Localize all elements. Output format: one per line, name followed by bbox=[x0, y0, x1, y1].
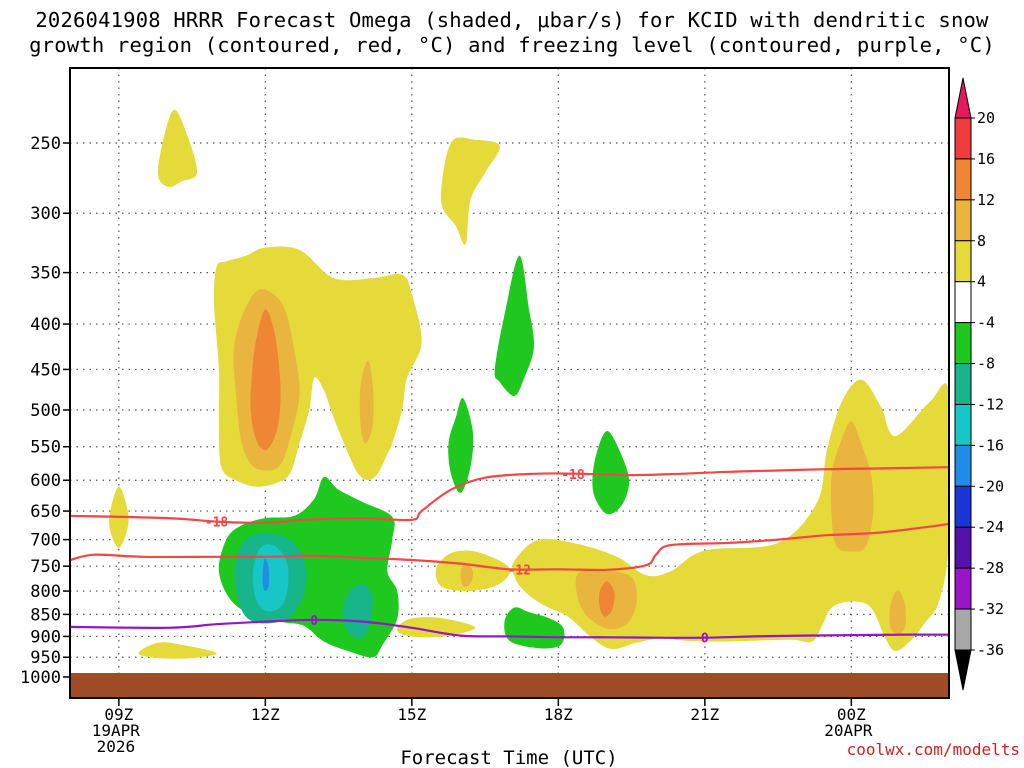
x-tick-label-12Z: 12Z bbox=[251, 705, 280, 724]
x-tick-sublabel-09Z-1: 2026 bbox=[97, 737, 136, 756]
colorbar-band-11 bbox=[954, 567, 972, 610]
omega-region-1 bbox=[441, 137, 500, 245]
colorbar-label-10: -24 bbox=[977, 518, 1004, 536]
freezing-level-label-b: 0 bbox=[701, 632, 709, 647]
colorbar-bottom-arrow bbox=[954, 649, 972, 691]
colorbar-label-7: -12 bbox=[977, 395, 1004, 413]
omega-region-7 bbox=[138, 642, 217, 659]
y-tick-label-950: 950 bbox=[30, 648, 61, 668]
y-tick-label-550: 550 bbox=[30, 438, 61, 458]
colorbar-label-12: -32 bbox=[977, 600, 1004, 618]
colorbar-band-10 bbox=[954, 526, 972, 569]
isotherm-line-minus12 bbox=[70, 522, 949, 572]
colorbar-band-4 bbox=[954, 281, 972, 324]
y-tick-label-350: 350 bbox=[30, 264, 61, 284]
colorbar-label-0: 20 bbox=[977, 109, 995, 127]
y-tick-label-1000: 1000 bbox=[20, 668, 61, 688]
x-tick-label-18Z: 18Z bbox=[544, 705, 573, 724]
omega-region-15 bbox=[889, 590, 906, 635]
x-axis-label: Forecast Time (UTC) bbox=[400, 747, 617, 768]
colorbar-label-3: 8 bbox=[977, 232, 986, 250]
y-tick-label-700: 700 bbox=[30, 531, 61, 551]
y-tick-label-900: 900 bbox=[30, 627, 61, 647]
omega-region-0 bbox=[157, 109, 198, 188]
colorbar: 20 16 12 8 4 -4 -8 -12 -16 -20 -24 -28 -32 -36 bbox=[954, 77, 1004, 691]
axes: 2503003504004505005506006507007508008509… bbox=[20, 134, 873, 756]
colorbar-label-6: -8 bbox=[977, 355, 995, 373]
colorbar-label-9: -20 bbox=[977, 477, 1004, 495]
freezing-level-label-a: 0 bbox=[310, 614, 318, 629]
chart-title-line-1: 2026041908 HRRR Forecast Omega (shaded, … bbox=[35, 8, 989, 32]
omega-region-14 bbox=[830, 421, 874, 552]
contour-lines: -18 -18 -12 0 0 bbox=[70, 466, 949, 647]
colorbar-label-4: 4 bbox=[977, 273, 986, 291]
colorbar-label-8: -16 bbox=[977, 436, 1004, 454]
colorbar-band-1 bbox=[954, 158, 972, 201]
x-tick-label-21Z: 21Z bbox=[690, 705, 719, 724]
gridlines bbox=[70, 68, 949, 698]
colorbar-band-8 bbox=[954, 444, 972, 487]
omega-region-19 bbox=[262, 558, 270, 591]
omega-region-4 bbox=[250, 309, 281, 451]
x-tick-label-15Z: 15Z bbox=[397, 705, 426, 724]
colorbar-label-5: -4 bbox=[977, 314, 995, 332]
y-tick-label-750: 750 bbox=[30, 557, 61, 577]
isotherm-label-minus18-a: -18 bbox=[205, 516, 229, 531]
colorbar-band-6 bbox=[954, 363, 972, 405]
y-tick-label-250: 250 bbox=[30, 134, 61, 154]
colorbar-label-2: 12 bbox=[977, 191, 995, 209]
omega-region-23 bbox=[592, 431, 630, 515]
x-tick-sublabel-00Z-0: 20APR bbox=[824, 721, 873, 740]
chart-title-line-2: growth region (contoured, red, °C) and f… bbox=[29, 33, 995, 57]
y-tick-label-800: 800 bbox=[30, 582, 61, 602]
colorbar-label-1: 16 bbox=[977, 150, 995, 168]
omega-region-5 bbox=[359, 360, 374, 444]
omega-region-10 bbox=[397, 617, 476, 638]
y-tick-label-500: 500 bbox=[30, 401, 61, 421]
y-tick-label-400: 400 bbox=[30, 315, 61, 335]
omega-region-22 bbox=[448, 398, 474, 493]
colorbar-band-9 bbox=[954, 485, 972, 528]
omega-region-8 bbox=[435, 550, 511, 591]
x-tick-label-00Z: 00Z bbox=[837, 705, 866, 724]
colorbar-band-0 bbox=[954, 117, 972, 160]
omega-region-18 bbox=[252, 544, 289, 612]
source-credit: coolwx.com/modelts bbox=[846, 740, 1020, 759]
isotherm-label-minus18-b: -18 bbox=[561, 468, 585, 483]
x-tick-sublabel-09Z-0: 19APR bbox=[92, 721, 141, 740]
colorbar-band-7 bbox=[954, 403, 972, 446]
colorbar-band-5 bbox=[954, 322, 972, 365]
x-tick-label-09Z: 09Z bbox=[104, 705, 133, 724]
colorbar-band-3 bbox=[954, 240, 972, 283]
y-tick-label-850: 850 bbox=[30, 605, 61, 625]
colorbar-band-2 bbox=[954, 199, 972, 242]
y-tick-label-450: 450 bbox=[30, 360, 61, 380]
isotherm-line-minus18 bbox=[70, 466, 949, 524]
omega-shading bbox=[109, 109, 949, 677]
omega-region-21 bbox=[494, 255, 535, 396]
omega-region-20 bbox=[342, 583, 373, 639]
freezing-level-line bbox=[70, 618, 949, 639]
colorbar-band-12 bbox=[954, 608, 972, 651]
y-tick-label-650: 650 bbox=[30, 502, 61, 522]
colorbar-label-11: -28 bbox=[977, 559, 1004, 577]
plot-frame bbox=[69, 67, 950, 699]
y-tick-label-300: 300 bbox=[30, 204, 61, 224]
colorbar-top-arrow bbox=[954, 77, 972, 119]
terrain-below-ground bbox=[70, 673, 949, 698]
omega-region-9 bbox=[460, 563, 474, 588]
isotherm-label-minus12: -12 bbox=[508, 563, 531, 578]
y-tick-label-600: 600 bbox=[30, 471, 61, 491]
colorbar-label-13: -36 bbox=[977, 641, 1004, 659]
omega-region-13 bbox=[599, 581, 615, 617]
